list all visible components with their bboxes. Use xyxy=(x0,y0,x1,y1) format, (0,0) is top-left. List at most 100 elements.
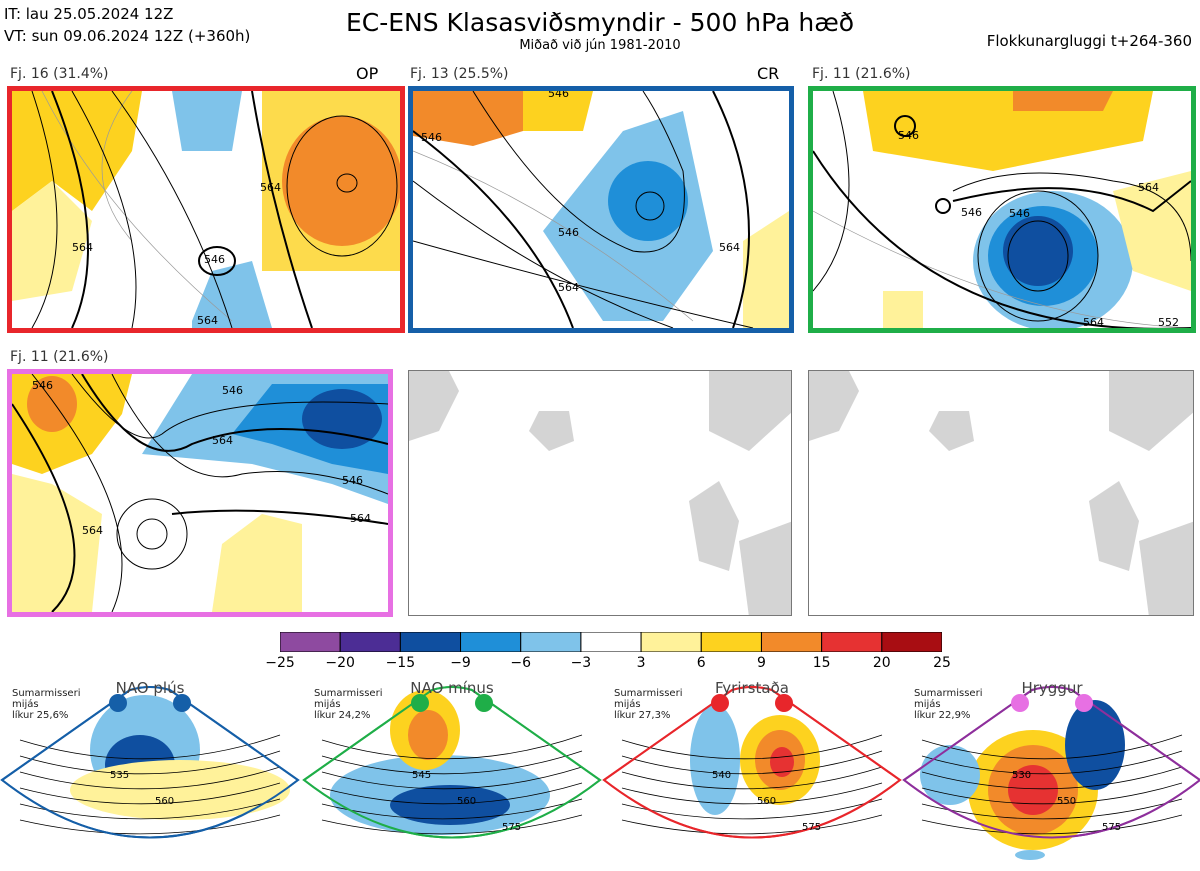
colorbar-tick-label: 20 xyxy=(872,655,891,671)
colorbar-tick-label: −3 xyxy=(570,655,592,671)
map-anomaly-weak xyxy=(12,181,92,301)
map-anomaly-strong-negative xyxy=(302,389,382,449)
regime-marker xyxy=(775,694,793,712)
contour-label: 564 xyxy=(72,241,93,254)
land-british-isles xyxy=(689,481,739,571)
colorbar-swatch xyxy=(339,632,401,652)
colorbar-tick-label: 25 xyxy=(933,655,951,671)
empty-map-5 xyxy=(408,370,792,616)
regime-note-line: mijás xyxy=(12,699,39,710)
contour-label: 546 xyxy=(558,226,579,239)
regime-note-line: mijás xyxy=(314,699,341,710)
regime-note-line: mijás xyxy=(614,699,641,710)
regime-contour-label: 540 xyxy=(712,770,731,781)
map-anomaly-positive xyxy=(523,91,593,131)
regime-anomaly xyxy=(1015,850,1045,860)
map-anomaly-weak xyxy=(12,474,102,612)
map-anomaly-strong-negative xyxy=(1003,216,1073,286)
regime-marker xyxy=(411,694,429,712)
regime-marker xyxy=(1011,694,1029,712)
contour-label: 564 xyxy=(558,281,579,294)
land-iceland xyxy=(529,411,574,451)
map-anomaly-weak xyxy=(743,211,789,328)
init-time: IT: lau 25.05.2024 12Z xyxy=(4,5,174,23)
colorbar-tick-label: −15 xyxy=(385,655,416,671)
contour-label: 564 xyxy=(260,181,281,194)
regime-anomaly xyxy=(690,705,740,815)
valid-time: VT: sun 09.06.2024 12Z (+360h) xyxy=(4,27,251,45)
panel-2-tag: CR xyxy=(757,64,780,83)
contour-label: 564 xyxy=(82,524,103,537)
contour-label: 546 xyxy=(421,131,442,144)
regime-anomaly xyxy=(70,760,290,820)
regime-contour-label: 560 xyxy=(457,796,476,807)
colorbar-swatch xyxy=(640,632,702,652)
contour-label: 546 xyxy=(204,253,225,266)
regime-contour-label: 560 xyxy=(155,796,174,807)
colorbar-tick-label: 15 xyxy=(812,655,831,671)
regime-anomaly xyxy=(1065,700,1125,790)
colorbar-tick-label: −20 xyxy=(325,655,355,671)
colorbar-swatch xyxy=(700,632,762,652)
regime-contour-label: 575 xyxy=(1102,822,1121,833)
cluster-map-3: 546 546 546 564 564 552 xyxy=(808,86,1196,333)
colorbar-tick-label: 6 xyxy=(696,655,706,671)
regime-anomaly xyxy=(1008,765,1058,815)
page-title: EC-ENS Klasasviðsmyndir - 500 hPa hæð xyxy=(345,8,855,37)
land-europe xyxy=(1139,521,1193,615)
panel-1-label: Fj. 16 (31.4%) xyxy=(10,66,109,82)
land-greenland xyxy=(409,371,459,441)
regime-note-line: Sumarmisseri xyxy=(614,688,683,699)
regime-contour-label: 575 xyxy=(802,822,821,833)
colorbar-tick-label: −6 xyxy=(510,655,532,671)
regime-marker xyxy=(173,694,191,712)
map-anomaly-negative-south xyxy=(192,261,272,328)
regime-contour-label: 535 xyxy=(110,770,129,781)
regime-contour-label: 550 xyxy=(1057,796,1076,807)
empty-map-6 xyxy=(808,370,1194,616)
land-scandinavia xyxy=(1109,371,1193,451)
regime-title: Hryggur xyxy=(1021,679,1083,697)
land-british-isles xyxy=(1089,481,1139,571)
contour-label: 564 xyxy=(197,314,218,327)
regime-note: Sumarmisseri mijás líkur 27,3% xyxy=(614,688,682,721)
regime-note-line: Sumarmisseri xyxy=(914,688,983,699)
page-subtitle: Miðað við jún 1981-2010 xyxy=(519,38,681,53)
contour-label: 552 xyxy=(1158,316,1179,328)
contour-label: 564 xyxy=(350,512,371,525)
cluster-map-1: 564 546 564 564 xyxy=(7,86,405,333)
regime-note: Sumarmisseri mijás líkur 24,2% xyxy=(314,688,382,721)
regime-title: Fyrirstaða xyxy=(715,679,789,697)
contour-label: 546 xyxy=(961,206,982,219)
regime-anomaly xyxy=(920,745,980,805)
colorbar-swatch xyxy=(881,632,942,652)
regime-note-line: mijás xyxy=(914,699,941,710)
regime-sector-1: 535 560 xyxy=(0,686,300,839)
panel-2-label: Fj. 13 (25.5%) xyxy=(410,66,509,82)
land-iceland xyxy=(929,411,974,451)
colorbar-tick-label: 9 xyxy=(756,655,766,671)
colorbar-swatch xyxy=(460,632,522,652)
colorbar-swatch xyxy=(760,632,823,652)
colorbar-tick-label: 3 xyxy=(636,655,646,671)
map-anomaly-strong xyxy=(282,116,400,246)
regime-note-line: Sumarmisseri xyxy=(12,688,81,699)
colorbar-swatch xyxy=(580,632,642,652)
regime-contour-label: 575 xyxy=(502,822,521,833)
contour-label: 546 xyxy=(1009,207,1030,220)
cluster-map-2: 546 546 564 546 564 xyxy=(408,86,794,333)
regime-title: NAO plús xyxy=(115,679,185,697)
regime-note-line: líkur 24,2% xyxy=(314,710,371,721)
colorbar-tick-label: −25 xyxy=(265,655,295,671)
map-anomaly-strong-negative xyxy=(608,161,688,241)
contour-label: 546 xyxy=(548,91,569,100)
regime-anomaly xyxy=(770,747,794,777)
contour-label: 564 xyxy=(1083,316,1104,328)
land-europe xyxy=(739,521,791,615)
panel-1-tag: OP xyxy=(356,64,379,83)
regime-marker xyxy=(711,694,729,712)
colorbar-swatch xyxy=(280,632,341,652)
regime-contour-label: 545 xyxy=(412,770,431,781)
map-anomaly-strong xyxy=(413,91,523,146)
contour-label: 564 xyxy=(719,241,740,254)
